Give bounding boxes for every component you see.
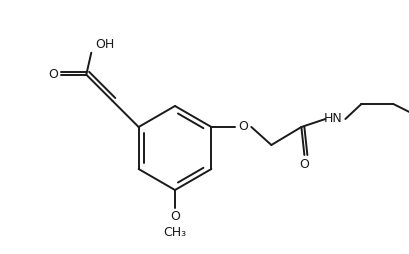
Text: O: O: [48, 68, 58, 81]
Text: O: O: [170, 210, 180, 223]
Text: O: O: [238, 120, 248, 134]
Text: HN: HN: [323, 113, 342, 125]
Text: OH: OH: [95, 38, 114, 51]
Text: O: O: [299, 158, 308, 171]
Text: CH₃: CH₃: [163, 226, 186, 239]
